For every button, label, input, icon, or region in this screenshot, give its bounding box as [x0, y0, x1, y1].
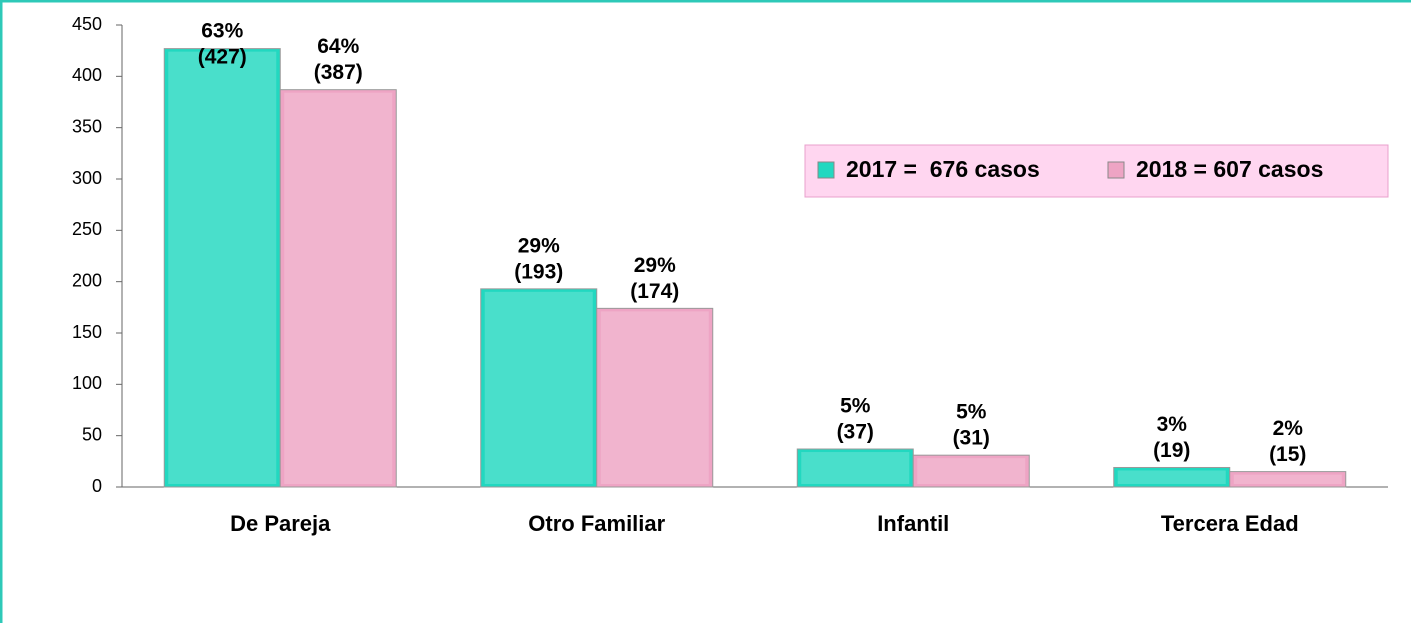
- bar-shade: [1117, 470, 1226, 484]
- y-tick-label: 200: [72, 270, 102, 290]
- x-tick-label: Infantil: [877, 511, 949, 536]
- value-label: (387): [314, 61, 363, 84]
- bar-shade: [917, 458, 1026, 484]
- value-label: (19): [1153, 439, 1190, 462]
- percent-label: 29%: [518, 234, 560, 257]
- value-label: (427): [198, 46, 247, 69]
- legend-label: 2018 = 607 casos: [1136, 156, 1323, 182]
- y-tick-label: 100: [72, 373, 102, 393]
- y-tick-label: 250: [72, 219, 102, 239]
- y-tick-label: 400: [72, 65, 102, 85]
- percent-label: 5%: [840, 395, 871, 418]
- percent-label: 63%: [201, 20, 243, 43]
- y-tick-label: 0: [92, 476, 102, 496]
- percent-label: 3%: [1157, 413, 1188, 436]
- legend-swatch: [1107, 161, 1125, 179]
- percent-label: 2%: [1273, 417, 1304, 440]
- bar: [163, 48, 281, 488]
- value-label: (15): [1269, 443, 1306, 466]
- legend-box: [804, 144, 1389, 198]
- value-label: (37): [837, 421, 874, 444]
- bar: [279, 89, 397, 488]
- y-tick-label: 450: [72, 14, 102, 34]
- x-tick-label: De Pareja: [230, 511, 331, 536]
- bar-shade: [801, 452, 910, 484]
- bar-shade: [1233, 474, 1342, 484]
- bar-shade: [168, 51, 277, 484]
- bar: [912, 454, 1030, 488]
- value-label: (193): [514, 260, 563, 283]
- value-label: (174): [630, 280, 679, 303]
- value-label: (31): [953, 427, 990, 450]
- bar-shade: [600, 311, 709, 484]
- y-tick-label: 300: [72, 168, 102, 188]
- bar: [480, 288, 598, 488]
- bar: [596, 307, 714, 488]
- legend-swatch: [817, 161, 835, 179]
- y-tick-label: 50: [82, 424, 102, 444]
- x-tick-label: Otro Familiar: [528, 511, 665, 536]
- x-tick-label: Tercera Edad: [1161, 511, 1299, 536]
- percent-label: 29%: [634, 254, 676, 277]
- legend-label: 2017 = 676 casos: [846, 156, 1040, 182]
- bar-shade: [484, 291, 593, 484]
- bar-shade: [284, 92, 393, 485]
- percent-label: 64%: [317, 35, 359, 58]
- y-tick-label: 350: [72, 116, 102, 136]
- y-tick-label: 150: [72, 322, 102, 342]
- bar: [1229, 471, 1347, 488]
- percent-label: 5%: [956, 401, 987, 424]
